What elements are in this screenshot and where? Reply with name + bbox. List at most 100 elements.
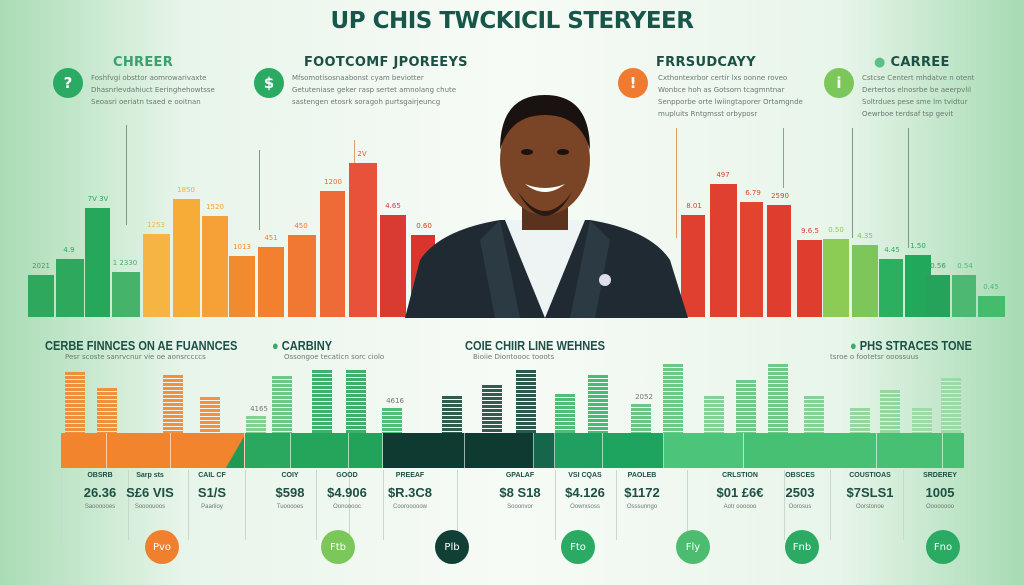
stat-value: 26.36 — [83, 485, 117, 500]
divider-line — [830, 470, 831, 540]
stat-caption: Saoooooes — [84, 504, 116, 510]
stat-item: PREEAF $R.3C8 Coorooooow — [375, 472, 445, 510]
heading-subtitle: Pesr scoste sanrvcnur vie oe aonsrccccs — [65, 353, 206, 361]
connector-line — [783, 128, 784, 188]
heading-phs: ● PHS STRACES TONE tsroe o footetsr oooss… — [830, 338, 993, 361]
top-bars-left-bar-label: 4.65 — [385, 201, 401, 210]
stat-key: GOOD — [336, 472, 358, 479]
stat-value: S£6 VIS — [126, 485, 174, 500]
small-bar — [346, 370, 366, 433]
top-bars-right-bar-label: 6.79 — [745, 188, 761, 197]
top-bars-left-bar — [349, 163, 377, 317]
small-bar-label: 4616 — [386, 396, 404, 405]
heading-subtitle: Ossongoe tecaticn sorc ciolo — [284, 353, 385, 361]
small-bar — [442, 395, 462, 433]
section-text: Cstcse Centert mhdatve n otent — [862, 74, 975, 82]
stat-item: CAIL CF S1/S Paarlioy — [177, 472, 247, 510]
top-bars-left-bar-label: 1200 — [324, 177, 342, 186]
top-bars-left-bar-label: 2021 — [32, 262, 50, 271]
band-segment — [349, 433, 383, 468]
top-bars-left-bar-label: 1850 — [177, 185, 195, 194]
infographic-title: UP CHIS TWCKICIL STERYEER — [330, 8, 694, 34]
top-bars-right-bar — [681, 214, 705, 317]
divider-line — [383, 470, 384, 540]
section-heading-text: CARREE — [890, 55, 950, 70]
circle-marker: Fto — [561, 530, 595, 564]
stat-caption: Soooouoos — [134, 504, 166, 510]
small-bar — [200, 397, 220, 433]
stat-value: $4.126 — [565, 485, 605, 500]
top-bars-right-bar-label: 9.6.5 — [801, 227, 819, 236]
small-bar — [631, 404, 651, 433]
small-bar — [65, 372, 85, 433]
section-text: Oewrboe terdsaf tsp gevit — [862, 110, 954, 118]
stat-key: PAOLEB — [627, 472, 657, 479]
top-bars-right-bar-label: 4.45 — [884, 246, 900, 255]
small-bar — [880, 390, 900, 433]
band-segment — [603, 433, 664, 468]
small-bar — [246, 416, 266, 433]
band-segment — [877, 433, 943, 468]
top-bars-right-bar — [978, 296, 1005, 317]
stat-item: OBSRB 26.36 Saoooooes — [65, 472, 135, 510]
stat-key: SRDEREY — [923, 472, 957, 479]
heading-title: CERBE FINNCES ON AE FUANNCES — [45, 338, 238, 353]
stat-caption: Osssunngo — [626, 504, 658, 510]
top-bars-left-bar-label: 4.9 — [63, 246, 75, 255]
top-bars-left-bar — [143, 233, 170, 317]
top-bars-left-bar-label: 1253 — [147, 220, 165, 229]
top-bars-left-bar — [380, 214, 406, 317]
section-text: Soltrdues pese sme lm tvidtur — [862, 98, 968, 106]
stat-item: OBSCES 2503 Oorosus — [765, 472, 835, 510]
stat-key: COIY — [281, 472, 299, 479]
section-carree: ● CARREE i Cstcse Centert mhdatve n oten… — [824, 55, 974, 118]
stat-caption: Oooooooo — [925, 504, 955, 510]
stat-item: SRDEREY 1005 Oooooooo — [905, 472, 975, 510]
small-bar — [588, 374, 608, 433]
top-bars-left-bar-label: 1 2330 — [112, 259, 138, 268]
stat-key: Sarp sts — [136, 472, 164, 479]
heading-subtitle: tsroe o footetsr ooossuus — [830, 353, 919, 361]
connector-line — [126, 125, 127, 225]
section-frrsudcayy: FRRSUDCAYY ! Cxthontexrbor certir lxs oo… — [618, 55, 803, 118]
stat-value: $R.3C8 — [387, 485, 433, 500]
stat-key: CRLSTION — [722, 472, 758, 479]
top-bars-right-bar-label: 0.50 — [828, 225, 844, 234]
small-bar — [272, 376, 292, 433]
section-heading: FRRSUDCAYY — [656, 55, 756, 70]
top-bars-right-bar — [797, 240, 822, 317]
top-bars-right-bar — [925, 275, 950, 317]
heading-finances: CERBE FINNCES ON AE FUANNCES Pesr scoste … — [45, 338, 271, 361]
divider-line — [316, 470, 317, 540]
small-bar-label: 4165 — [250, 405, 268, 414]
top-bars-left-bar — [258, 246, 284, 317]
circle-marker: Pvo — [145, 530, 179, 564]
section-text: Senpporbe orte lwiingtaporer Ortamgnde — [658, 98, 803, 106]
small-bar — [850, 407, 870, 433]
stat-caption: Oonooooc — [333, 504, 361, 510]
divider-line — [188, 470, 189, 540]
stat-value: $8 S18 — [499, 485, 541, 500]
small-bar — [941, 377, 961, 433]
stat-item: VSI CQAS $4.126 Oowrxsoss — [550, 472, 620, 510]
band-segment — [744, 433, 877, 468]
stat-key: VSI CQAS — [568, 472, 602, 479]
top-bars-right-bar-label: 2590 — [771, 192, 789, 200]
section-text: mupluits Rntgmsst orbyposr — [658, 110, 758, 118]
band-segment — [534, 433, 555, 468]
section-chreer: CHREER ? Foshfvgi obsttor aomrowarivaxte… — [53, 55, 215, 106]
stat-caption: Coorooooow — [392, 504, 428, 510]
small-bar — [704, 395, 724, 433]
heading-title: CARBINY — [281, 338, 333, 353]
stat-item: GOOD $4.906 Oonooooc — [312, 472, 382, 510]
stat-caption: Sooonvor — [507, 504, 533, 510]
top-bars-left-bar — [288, 235, 316, 317]
section-footcomf: FOOTCOMF JPOREEYS $ Mfsomotisosnaabonst … — [254, 55, 468, 106]
stat-caption: Aotr oooooo — [723, 504, 757, 510]
top-bars-left-bar-label: 2V — [357, 150, 367, 159]
section-text: Cxthontexrbor certir lxs oonne roveo — [658, 74, 788, 82]
divider-line — [245, 470, 246, 540]
top-bars-right-bar — [740, 201, 763, 317]
top-bars-left-bar-label: 450 — [294, 222, 308, 231]
top-bars-right-bar — [710, 184, 737, 317]
